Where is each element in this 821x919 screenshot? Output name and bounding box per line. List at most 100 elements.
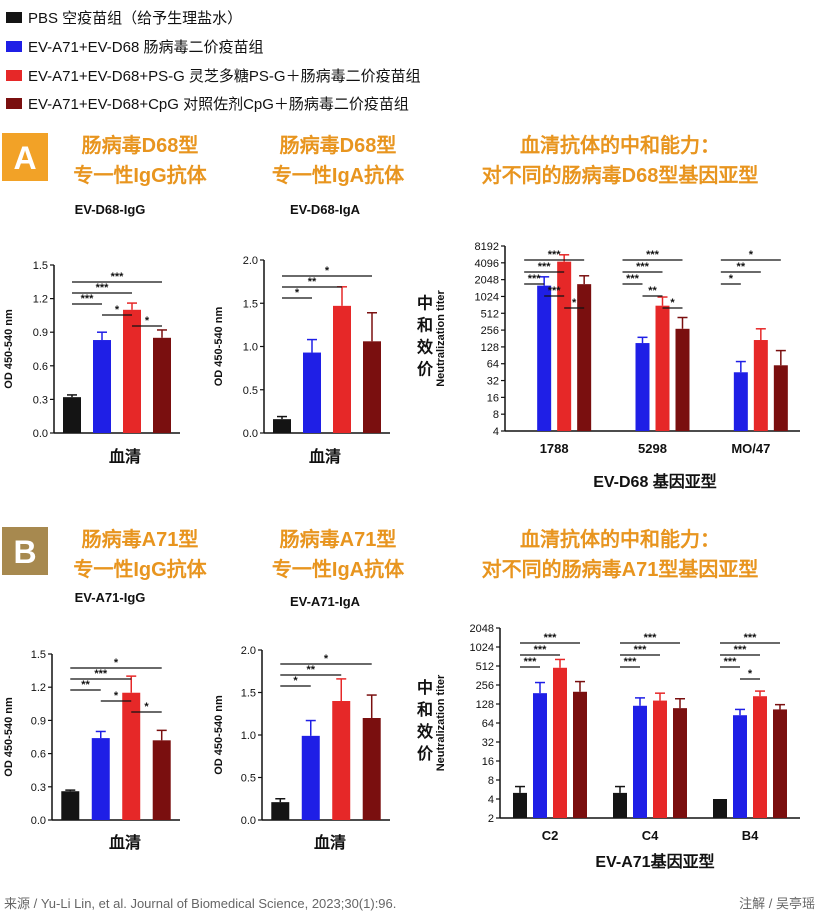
y-tick-label: 32 [487,376,499,388]
y-tick-label: 2048 [475,275,499,287]
x-axis-label: 血清 [314,833,346,852]
panel-b-title-1-line-2: 专一性IgG抗体 [73,557,207,581]
chart-ev-a71-igg: EV-A71-IgG 0.0 0.3 0.6 0.9 1.2 1.5 OD 450-540 n… [3,590,180,852]
side-label-char: 和 [417,316,433,335]
significance-label: * [114,657,119,669]
y-tick-label: 64 [487,359,499,371]
significance-label: *** [744,632,758,644]
significance-label: *** [644,632,658,644]
y-tick-label: 1.2 [31,682,46,694]
bar [273,419,291,433]
y-tick-label: 0.0 [33,428,48,440]
bar [61,791,80,820]
y-tick-label: 1.2 [33,294,48,306]
significance-label: ** [81,679,90,691]
significance-label: * [325,265,330,277]
y-tick-label: 256 [476,680,494,692]
y-axis-label: Neutralization titer [435,290,447,387]
significance-label: *** [538,261,552,273]
y-tick-label: 4 [488,794,494,806]
chart-ev-d68-igg: EV-D68-IgG 0.0 0.3 0.6 0.9 1.2 1.5 OD 450-540 n… [3,202,180,466]
significance-label: * [145,315,150,327]
significance-label: ** [648,285,657,297]
x-category-label: 5298 [638,441,667,456]
significance-label: *** [81,293,95,305]
significance-label: * [293,675,298,687]
x-category-label: C4 [642,828,659,843]
footer-credit: 注解 / 吴亭瑶 [739,896,815,911]
significance-label: *** [96,282,110,294]
significance-label: * [749,249,754,261]
significance-label: *** [544,632,558,644]
significance-label: * [670,297,675,309]
legend-label-pbs: PBS 空疫苗组（给予生理盐水） [28,10,242,27]
bar [655,305,670,431]
bar [363,341,381,433]
panel-a-badge-letter: A [13,140,36,176]
y-tick-label: 128 [481,342,499,354]
bar [573,691,587,818]
y-axis-label: OD 450-540 nm [213,307,225,387]
x-category-label: C2 [542,828,559,843]
chart-ev-a71-neutralization: 2 4 8 16 32 64 128 256 512 1024 2048 Neutralization… [417,623,800,871]
y-axis-label: OD 450-540 nm [3,697,15,777]
y-axis-label: Neutralization titer [435,674,447,771]
y-tick-label: 1.0 [243,342,258,354]
y-tick-label: 0.9 [31,715,46,727]
bar [301,735,320,820]
y-tick-label: 0.3 [31,782,46,794]
panel-b-badge [2,527,48,575]
legend-swatch-psg [6,70,22,81]
bar [93,340,111,433]
y-tick-label: 8 [493,409,499,421]
significance-label: *** [524,656,538,668]
y-tick-label: 1024 [470,642,494,654]
panel-b-title-3-line-1: 血清抗体的中和能力： [520,527,720,551]
y-tick-label: 1.5 [241,688,256,700]
significance-label: * [295,287,300,299]
chart-title: EV-A71-IgA [290,594,361,609]
bar [733,715,747,818]
bar [713,799,727,818]
y-tick-label: 512 [476,661,494,673]
significance-label: ** [306,664,315,676]
significance-label: * [729,273,734,285]
x-category-label: MO/47 [731,441,770,456]
y-tick-label: 1024 [475,291,499,303]
y-tick-label: 128 [476,699,494,711]
significance-label: * [572,297,577,309]
significance-label: *** [626,273,640,285]
y-tick-label: 1.5 [243,298,258,310]
legend-swatch-pbs [6,12,22,23]
significance-label: *** [646,249,660,261]
significance-label: ** [737,261,746,273]
y-tick-label: 1.0 [241,730,256,742]
panel-a-title-1-line-2: 专一性IgG抗体 [73,163,207,187]
y-tick-label: 1.5 [33,260,48,272]
bar [332,701,351,820]
panel-a-title-2-line-2: 专一性IgA抗体 [272,163,405,187]
bar [533,693,547,818]
y-tick-label: 0.6 [33,361,48,373]
side-label-char: 价 [417,361,434,379]
bar [753,696,767,818]
x-category-label: B4 [742,828,759,843]
y-tick-label: 2 [488,813,494,825]
significance-label: * [144,701,149,713]
significance-label: *** [634,644,648,656]
side-label-char: 和 [417,700,433,719]
bar [675,328,690,431]
significance-label: *** [548,285,562,297]
panel-b-title-3-line-2: 对不同的肠病毒A71型基因亚型 [482,557,759,581]
y-tick-label: 0.0 [31,815,46,827]
y-tick-label: 16 [487,392,499,404]
legend-swatch-cpg [6,98,22,109]
y-tick-label: 256 [481,325,499,337]
legend: PBS 空疫苗组（给予生理盐水） EV-A71+EV-D68 肠病毒二价疫苗组 … [6,10,421,113]
legend-swatch-bivalent [6,41,22,52]
bar [303,352,321,433]
chart-title: EV-D68-IgA [290,202,361,217]
bar [753,340,768,431]
bar [153,337,171,433]
